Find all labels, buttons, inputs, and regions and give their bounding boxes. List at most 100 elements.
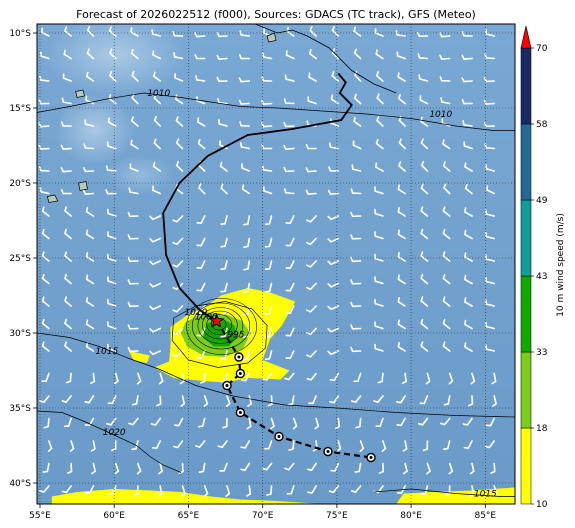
wind-barb [470, 372, 476, 385]
storm-track [162, 72, 376, 463]
wind-barb [464, 297, 473, 307]
wind-barb [264, 327, 273, 338]
wind-barb [241, 163, 251, 172]
wind-barb [61, 121, 72, 127]
wind-barb [195, 440, 206, 449]
wind-barb [354, 462, 362, 473]
wind-barb [172, 260, 184, 268]
wind-barb [82, 189, 95, 196]
wind-barb [41, 341, 50, 352]
wind-barb [41, 296, 50, 307]
cloud-haze [45, 24, 185, 95]
wind-barb [130, 48, 139, 60]
wind-barb [217, 98, 228, 105]
wind-barb [396, 395, 406, 404]
wind-barb [238, 99, 251, 105]
wind-barb [173, 52, 184, 60]
wind-barb [67, 462, 73, 474]
wind-barb [350, 324, 362, 330]
wind-barb [359, 440, 365, 452]
wind-barb [181, 485, 186, 497]
wind-barb [108, 26, 117, 37]
wind-barb [196, 215, 206, 225]
wind-barb [41, 228, 50, 240]
y-tick-label: 40°S [9, 479, 31, 489]
wind-barb [328, 142, 340, 150]
wind-barb [464, 252, 473, 262]
wind-barb [85, 229, 95, 240]
wind-barb [285, 282, 295, 292]
forecast-point-center [326, 450, 330, 453]
wind-barb [150, 417, 161, 426]
wind-barb [420, 206, 429, 217]
colorbar-segment [520, 427, 532, 505]
wind-barb [463, 440, 473, 449]
wind-barb [151, 29, 161, 37]
wind-barb [485, 29, 495, 37]
wind-barb [225, 395, 231, 407]
wind-barb [485, 254, 495, 262]
wind-barb [158, 462, 164, 475]
isobar-ring [197, 307, 244, 344]
wind-barb [109, 48, 117, 60]
wind-barb [196, 260, 206, 270]
isobar-labels: 1010 1010 1010 1015 1020 1015 1000 995 [95, 89, 497, 500]
wind-barb [491, 372, 497, 385]
wind-barb [397, 207, 406, 217]
wind-barb [420, 318, 429, 330]
colorbar-tick-label: 33 [536, 348, 547, 358]
wind-barb [127, 279, 139, 285]
wind-barb [420, 273, 429, 285]
forecast-position [274, 431, 284, 442]
isobar-ring [206, 314, 232, 335]
wind-barb [261, 99, 273, 105]
wind-barb [85, 252, 95, 262]
wind-barb [306, 327, 317, 336]
wind-barb [442, 206, 451, 217]
wind-barb [113, 372, 119, 385]
wind-barb [198, 462, 206, 473]
wind-barb [261, 165, 273, 172]
wind-barb [417, 31, 429, 38]
wind-barb [239, 121, 251, 127]
wind-barb [287, 395, 295, 406]
wind-barb [69, 440, 75, 452]
wind-barb [152, 50, 161, 60]
wind-barb [327, 260, 340, 266]
wind-barb [306, 215, 317, 223]
wind-contour-10-18 [396, 487, 515, 504]
wind-barb [127, 234, 139, 240]
wind-barb [306, 237, 317, 246]
wind-barb [420, 228, 429, 240]
wind-barb [464, 183, 473, 195]
lat-lon-grid [37, 24, 515, 504]
wind-barb [284, 372, 295, 381]
wind-barb [84, 119, 95, 127]
wind-barb [373, 395, 384, 404]
wind-barb [263, 186, 273, 195]
wind-barb [149, 305, 161, 311]
wind-barb [375, 417, 384, 427]
wind-barb [65, 372, 72, 384]
forecast-position [366, 452, 376, 463]
wind-barb [238, 77, 251, 83]
wind-barb [149, 327, 161, 333]
wind-barb [220, 237, 228, 248]
wind-barb [111, 440, 117, 452]
wind-barb [127, 211, 139, 218]
wind-barb [220, 327, 228, 338]
wind-barb [350, 188, 362, 195]
wind-barb [397, 93, 406, 105]
wind-barb [469, 462, 475, 475]
wind-barb [331, 71, 340, 82]
wind-barb [131, 70, 139, 82]
wind-barb [106, 141, 117, 150]
wind-barb [285, 327, 295, 337]
isobar-ring [191, 302, 251, 350]
wind-barb [64, 251, 72, 262]
island [46, 194, 59, 203]
wind-barb [420, 138, 429, 150]
map-panel: 1010 1010 1010 1015 1020 1015 1000 995 [37, 24, 515, 504]
wind-barb [375, 139, 384, 150]
forecast-point-center [225, 384, 229, 387]
